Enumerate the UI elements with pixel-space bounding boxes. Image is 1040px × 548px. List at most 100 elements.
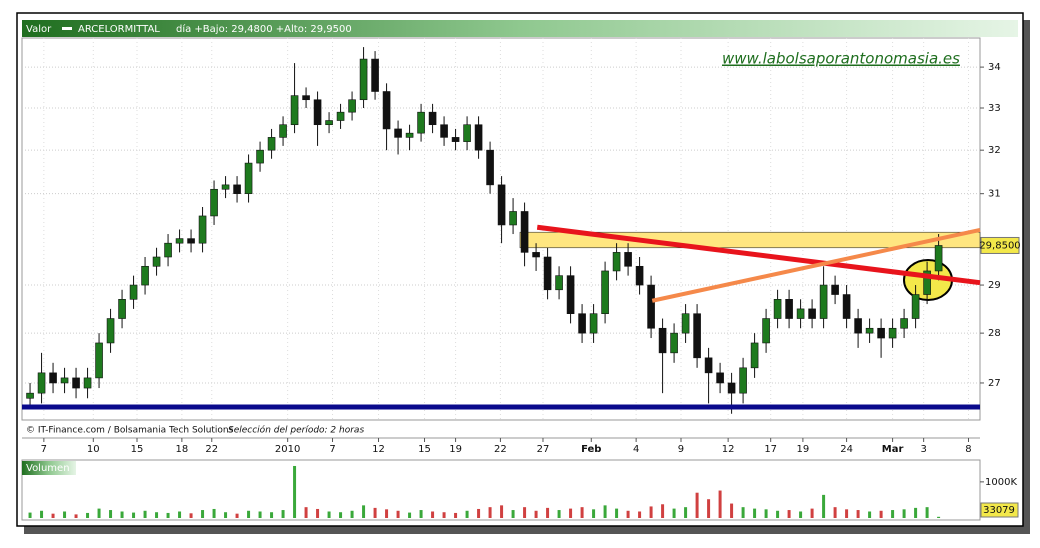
- candle-body: [279, 124, 287, 138]
- x-tick-label: 10: [87, 444, 100, 455]
- y-tick-label: 28: [988, 328, 1001, 339]
- y-tick-label: 33: [988, 103, 1001, 114]
- volume-bar: [914, 507, 918, 518]
- candle-body: [198, 215, 207, 244]
- y-tick-label: 31: [988, 189, 1001, 200]
- volume-header: [22, 461, 76, 475]
- last-price-label: 29,8500: [979, 240, 1020, 251]
- volume-bar: [51, 513, 55, 518]
- candle-body: [762, 318, 770, 344]
- candle-body: [83, 377, 92, 389]
- candle-body: [877, 327, 885, 339]
- candle-body: [911, 294, 920, 319]
- volume-bar: [419, 510, 423, 518]
- candle-body: [302, 95, 310, 101]
- volume-bar: [730, 503, 734, 518]
- volume-bar: [546, 507, 550, 518]
- x-tick-label: 24: [840, 444, 853, 455]
- x-tick-label: 4: [633, 444, 639, 455]
- y-tick-label: 32: [988, 145, 1001, 156]
- candle-body: [72, 377, 80, 389]
- volume-bar: [684, 507, 688, 518]
- volume-bar: [442, 512, 446, 518]
- volume-bar: [304, 507, 308, 518]
- volume-bar: [868, 511, 872, 518]
- candle-body: [543, 256, 552, 291]
- x-tick-label: 17: [764, 444, 777, 455]
- candle-body: [486, 149, 494, 186]
- x-tick-label: 15: [131, 444, 144, 455]
- candle-body: [451, 137, 460, 142]
- candle-body: [681, 313, 690, 334]
- candle-body: [773, 299, 782, 319]
- candle-body: [796, 308, 805, 319]
- candle-body: [601, 270, 609, 315]
- x-tick-label: 18: [175, 444, 188, 455]
- volume-bar: [925, 507, 929, 518]
- candle-body: [727, 382, 736, 394]
- candle-body: [118, 299, 126, 319]
- x-tick-label: 12: [722, 444, 735, 455]
- volume-bar: [431, 511, 435, 518]
- x-tick-label: 15: [418, 444, 431, 455]
- candle-body: [141, 265, 149, 286]
- x-tick-label: 12: [372, 444, 385, 455]
- candle-body: [394, 128, 402, 138]
- red-trend-line: [536, 224, 981, 286]
- volume-bar: [396, 510, 400, 518]
- volume-bar: [649, 506, 653, 518]
- candle-body: [290, 95, 299, 126]
- x-tick-label: Mar: [882, 444, 904, 455]
- candle-body: [842, 294, 851, 319]
- volume-bar: [626, 510, 630, 518]
- source: © IT-Finance.com / Bolsamania Tech Solut…: [26, 426, 234, 436]
- plot-area: [21, 37, 981, 421]
- volume-bar: [86, 512, 90, 518]
- candle-body: [60, 377, 69, 384]
- x-tick-label: 7: [41, 444, 47, 455]
- candle-body: [129, 284, 138, 300]
- header-bar: [22, 20, 1018, 37]
- x-tick-label: 19: [797, 444, 810, 455]
- candle-body: [26, 392, 34, 399]
- volume-bar: [247, 510, 251, 518]
- candle-body: [267, 137, 276, 151]
- candle-body: [693, 313, 701, 359]
- candle-body: [256, 149, 264, 164]
- candle-body: [589, 313, 598, 334]
- candle-body: [750, 342, 759, 369]
- candle-body: [865, 327, 874, 334]
- volume-bar: [293, 465, 297, 518]
- volume-bar: [212, 508, 216, 518]
- candle-body: [152, 256, 161, 267]
- watermark: www.labolsaporantonomasia.es: [722, 50, 960, 68]
- volume-bar: [477, 508, 481, 518]
- volume-bar: [143, 510, 147, 518]
- x-tick-label: Feb: [581, 444, 601, 455]
- volume-bar: [776, 510, 780, 518]
- volume-bar: [523, 507, 527, 518]
- candle-body: [428, 111, 437, 126]
- volume-bar: [109, 510, 113, 518]
- volume-bar: [500, 505, 504, 518]
- volume-bar: [258, 511, 262, 518]
- candle-body: [532, 252, 540, 258]
- volume-bar: [672, 508, 676, 518]
- volume-bar: [569, 508, 573, 518]
- candle-body: [578, 313, 586, 334]
- volume-bar: [155, 512, 159, 518]
- header-range: día +Bajo: 29,4800 +Alto: 29,9500: [176, 23, 352, 35]
- candle-body: [37, 372, 46, 394]
- candle-body: [405, 132, 414, 138]
- candle-body: [819, 284, 828, 319]
- header-symbol: ARCELORMITTAL: [78, 24, 160, 35]
- candle-body: [624, 252, 632, 267]
- volume-bar: [902, 509, 906, 518]
- last-volume-label: 33079: [983, 505, 1015, 516]
- candle-body: [221, 184, 230, 190]
- candle-body: [106, 318, 115, 344]
- volume-bar: [580, 507, 584, 518]
- candle-body: [348, 99, 356, 113]
- volume-bar: [879, 510, 883, 518]
